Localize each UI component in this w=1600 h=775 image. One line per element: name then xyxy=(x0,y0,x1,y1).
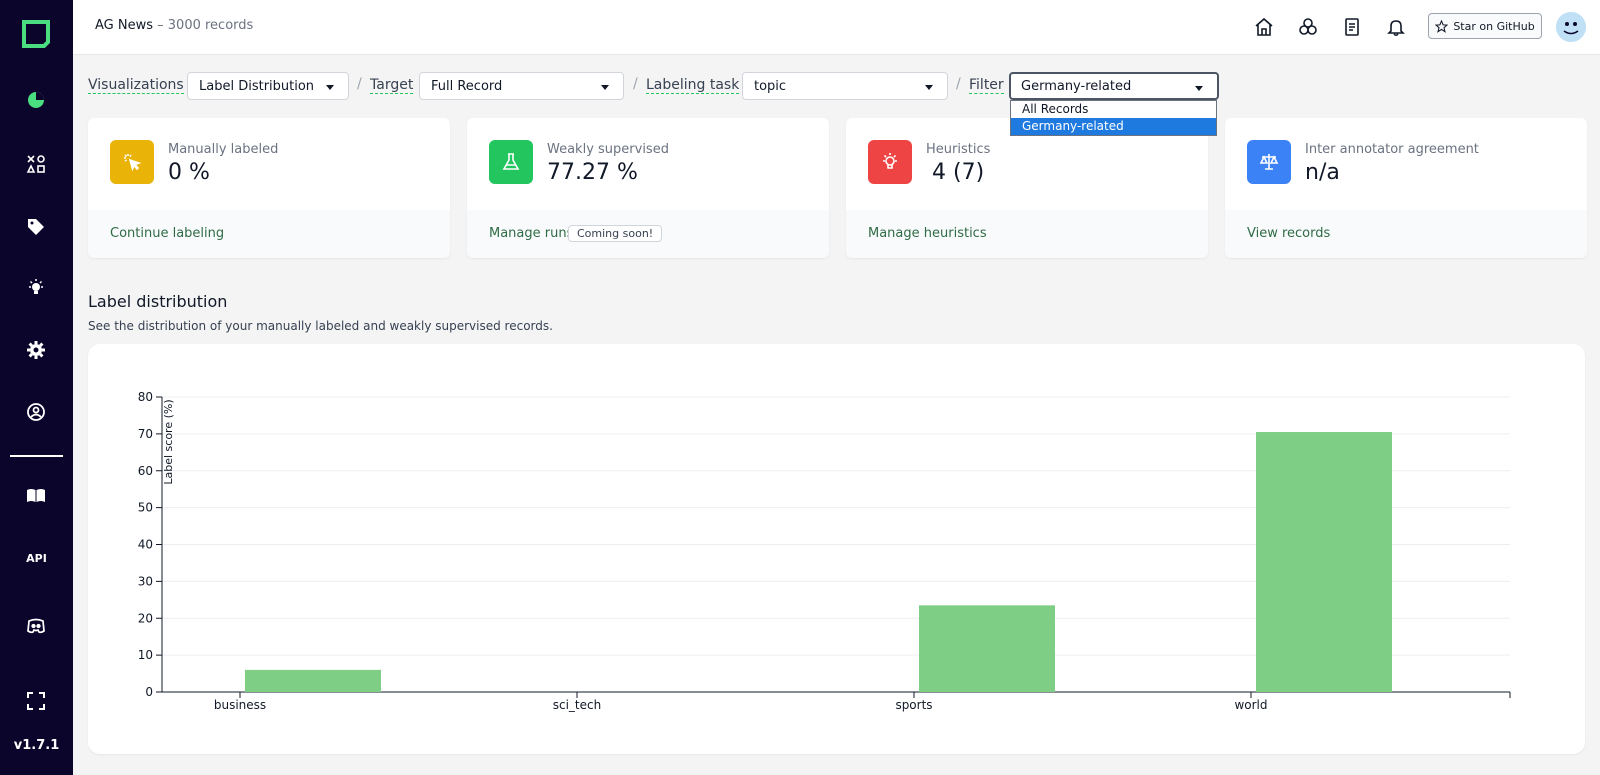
github-star-label: Star on GitHub xyxy=(1453,19,1535,33)
card-footer xyxy=(846,210,1208,258)
flask-icon xyxy=(489,140,533,184)
chevron-down-icon xyxy=(601,85,609,90)
version-label: v1.7.1 xyxy=(13,738,60,753)
discord-icon[interactable] xyxy=(21,611,51,641)
visualizations-value: Label Distribution xyxy=(199,79,315,94)
card-value: n/a xyxy=(1305,160,1340,185)
x-tick-label: sci_tech xyxy=(553,698,601,712)
circles-icon[interactable] xyxy=(1296,15,1320,39)
y-tick-label: 60 xyxy=(138,464,153,478)
continue-labeling-link[interactable]: Continue labeling xyxy=(110,226,225,241)
manage-heuristics-link[interactable]: Manage heuristics xyxy=(868,226,987,241)
visualizations-select[interactable]: Label Distribution xyxy=(187,72,349,100)
filter-label: Filter xyxy=(969,77,1004,94)
github-star-button[interactable]: Star on GitHub xyxy=(1428,13,1542,39)
card-heuristics: Heuristics 4 (7) Manage heuristics xyxy=(846,118,1208,258)
lightbulb-icon[interactable] xyxy=(21,273,51,303)
x-tick-label: business xyxy=(214,698,266,712)
user-circle-icon[interactable] xyxy=(21,397,51,427)
y-axis-label: Label score (%) xyxy=(162,399,175,484)
y-tick-label: 30 xyxy=(138,574,153,588)
y-tick-label: 20 xyxy=(138,611,153,625)
y-tick-label: 80 xyxy=(138,390,153,404)
document-icon[interactable] xyxy=(1340,15,1364,39)
fullscreen-icon[interactable] xyxy=(21,686,51,716)
y-tick-label: 0 xyxy=(145,685,153,699)
view-records-link[interactable]: View records xyxy=(1247,226,1331,241)
card-label: Weakly supervised xyxy=(547,142,669,157)
logo-icon[interactable] xyxy=(20,18,52,50)
target-value: Full Record xyxy=(431,79,503,94)
chevron-down-icon xyxy=(1195,86,1203,91)
x-tick-label: sports xyxy=(895,698,932,712)
api-link[interactable]: API xyxy=(26,552,47,565)
visualizations-label: Visualizations xyxy=(88,77,184,94)
bar-sports xyxy=(919,605,1055,692)
star-icon xyxy=(1435,19,1449,33)
labeling-task-value: topic xyxy=(754,79,787,94)
cursor-click-icon xyxy=(110,140,154,184)
filter-option-all-records[interactable]: All Records xyxy=(1022,102,1089,116)
separator: / xyxy=(956,76,961,92)
home-icon[interactable] xyxy=(1252,15,1276,39)
filter-dropdown: All Records Germany-related xyxy=(1010,100,1217,136)
y-tick-label: 50 xyxy=(138,501,153,515)
labeling-task-label: Labeling task xyxy=(646,77,740,94)
sidebar: API v1.7.1 xyxy=(0,0,73,775)
target-label: Target xyxy=(370,77,414,94)
filter-select[interactable]: Germany-related xyxy=(1009,72,1219,100)
overview-pie-icon[interactable] xyxy=(21,85,51,115)
record-count: 3000 records xyxy=(167,18,254,33)
card-label: Heuristics xyxy=(926,142,991,157)
card-footer xyxy=(1225,210,1587,258)
target-select[interactable]: Full Record xyxy=(419,72,624,100)
coming-soon-badge: Coming soon! xyxy=(568,225,663,242)
card-footer xyxy=(88,210,450,258)
card-value: 0 % xyxy=(168,160,210,185)
y-tick-label: 40 xyxy=(138,538,153,552)
y-tick-label: 70 xyxy=(138,427,153,441)
labeling-task-select[interactable]: topic xyxy=(742,72,948,100)
chevron-down-icon xyxy=(925,85,933,90)
section-title: Label distribution xyxy=(88,292,228,311)
card-label: Manually labeled xyxy=(168,142,279,157)
card-weakly-supervised: Weakly supervised 77.27 % Manage runs Co… xyxy=(467,118,829,258)
separator: / xyxy=(633,76,638,92)
top-header: AG News – 3000 records Star on GitHub xyxy=(73,0,1600,55)
section-subtitle: See the distribution of your manually la… xyxy=(88,319,553,333)
manage-runs-link[interactable]: Manage runs xyxy=(489,226,574,241)
tag-icon[interactable] xyxy=(21,212,51,242)
card-manually-labeled: Manually labeled 0 % Continue labeling xyxy=(88,118,450,258)
page-title: AG News – 3000 records xyxy=(95,18,254,33)
bar-world xyxy=(1256,432,1392,692)
bell-icon[interactable] xyxy=(1384,15,1408,39)
filter-value: Germany-related xyxy=(1021,79,1132,94)
card-value: 4 (7) xyxy=(932,160,985,185)
card-label: Inter annotator agreement xyxy=(1305,142,1479,157)
y-tick-label: 10 xyxy=(138,648,153,662)
label-distribution-chart: 0 10 20 30 40 50 60 70 80 Label score (%) business… xyxy=(88,344,1585,754)
x-tick-label: world xyxy=(1234,698,1267,712)
card-inter-annotator-agreement: Inter annotator agreement n/a View recor… xyxy=(1225,118,1587,258)
gear-icon[interactable] xyxy=(21,335,51,365)
project-name: AG News xyxy=(95,18,153,33)
shapes-icon[interactable] xyxy=(21,149,51,179)
bar-business xyxy=(245,669,381,692)
separator: / xyxy=(357,76,362,92)
card-value: 77.27 % xyxy=(547,160,638,185)
book-icon[interactable] xyxy=(21,481,51,511)
lightbulb-icon xyxy=(868,140,912,184)
bar-chart: 0 10 20 30 40 50 60 70 80 Label score (%) business… xyxy=(138,390,1511,712)
scale-icon xyxy=(1247,140,1291,184)
chevron-down-icon xyxy=(326,85,334,90)
filter-option-germany-related[interactable]: Germany-related xyxy=(1011,118,1216,135)
sidebar-divider xyxy=(10,455,63,457)
avatar[interactable] xyxy=(1556,12,1586,42)
